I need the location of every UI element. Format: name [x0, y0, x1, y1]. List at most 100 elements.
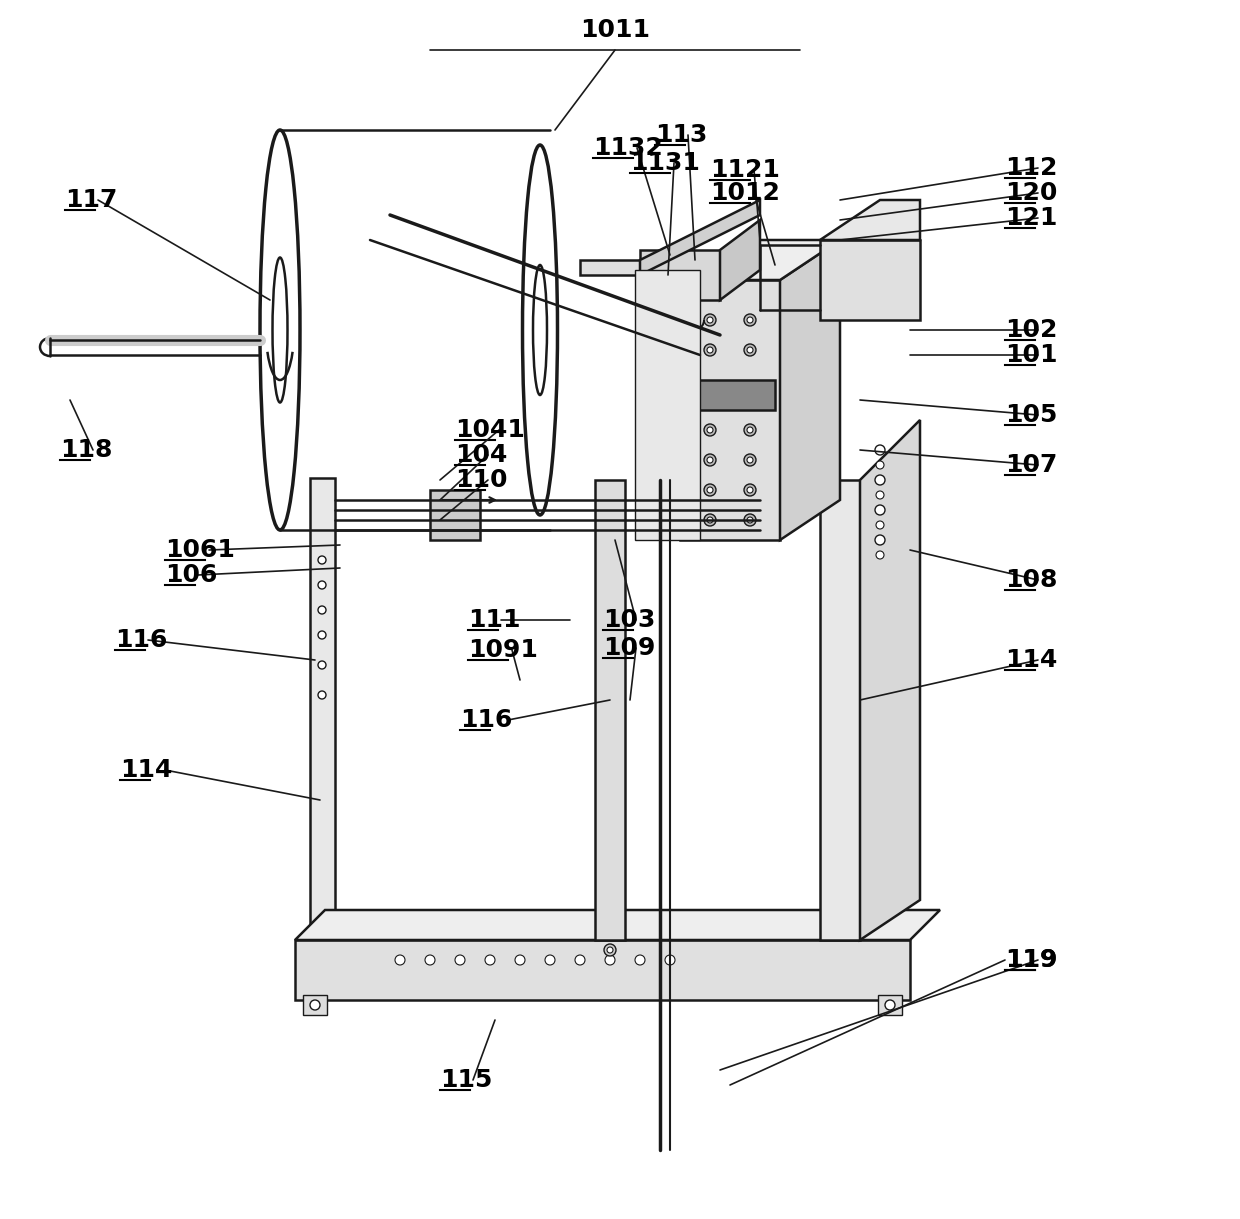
Ellipse shape [744, 484, 756, 496]
Polygon shape [820, 200, 920, 240]
Text: 1091: 1091 [467, 638, 538, 662]
Text: 102: 102 [1004, 318, 1058, 343]
Ellipse shape [746, 488, 753, 492]
Ellipse shape [635, 954, 645, 965]
Ellipse shape [317, 556, 326, 564]
Polygon shape [595, 480, 625, 940]
Text: 114: 114 [1004, 649, 1058, 672]
Text: 108: 108 [1004, 568, 1058, 592]
Ellipse shape [746, 427, 753, 433]
Polygon shape [310, 478, 335, 940]
Ellipse shape [455, 954, 465, 965]
Ellipse shape [875, 535, 885, 545]
Ellipse shape [317, 581, 326, 589]
Ellipse shape [744, 453, 756, 466]
Ellipse shape [533, 265, 547, 395]
Ellipse shape [575, 954, 585, 965]
Ellipse shape [605, 954, 615, 965]
Ellipse shape [707, 488, 713, 492]
Text: 1121: 1121 [711, 158, 780, 182]
Text: 1061: 1061 [165, 538, 234, 562]
Polygon shape [861, 421, 920, 940]
Text: 1011: 1011 [580, 18, 650, 41]
Text: 105: 105 [1004, 403, 1058, 427]
Polygon shape [635, 269, 701, 540]
Polygon shape [303, 995, 327, 1015]
Ellipse shape [746, 347, 753, 354]
Ellipse shape [707, 317, 713, 323]
Text: 1041: 1041 [455, 418, 525, 442]
Text: 101: 101 [1004, 343, 1058, 367]
Text: 109: 109 [603, 636, 656, 659]
Text: 112: 112 [1004, 156, 1058, 180]
Ellipse shape [744, 344, 756, 356]
Ellipse shape [273, 257, 288, 402]
Ellipse shape [704, 453, 715, 466]
Polygon shape [694, 380, 775, 410]
Ellipse shape [260, 130, 300, 530]
Text: 104: 104 [455, 442, 507, 467]
Text: 1132: 1132 [593, 137, 662, 160]
Ellipse shape [746, 317, 753, 323]
Text: 117: 117 [64, 188, 118, 212]
Ellipse shape [746, 517, 753, 523]
Ellipse shape [396, 954, 405, 965]
Polygon shape [820, 480, 861, 940]
Ellipse shape [875, 461, 884, 469]
Ellipse shape [875, 505, 885, 514]
Ellipse shape [707, 347, 713, 354]
Polygon shape [680, 280, 780, 540]
Polygon shape [295, 940, 910, 1000]
Ellipse shape [875, 491, 884, 499]
Ellipse shape [704, 344, 715, 356]
Text: 113: 113 [655, 123, 707, 147]
Ellipse shape [425, 954, 435, 965]
Text: 1131: 1131 [630, 151, 699, 176]
Text: 121: 121 [1004, 206, 1058, 230]
Text: 114: 114 [120, 758, 172, 783]
Polygon shape [430, 490, 480, 540]
Polygon shape [820, 240, 920, 321]
Polygon shape [780, 240, 839, 540]
Ellipse shape [744, 514, 756, 527]
Polygon shape [680, 240, 839, 280]
Text: 120: 120 [1004, 180, 1058, 205]
Ellipse shape [704, 424, 715, 436]
Ellipse shape [485, 954, 495, 965]
Text: 118: 118 [60, 438, 113, 462]
Ellipse shape [875, 445, 885, 455]
Ellipse shape [744, 315, 756, 325]
Ellipse shape [707, 517, 713, 523]
Polygon shape [640, 200, 760, 275]
Ellipse shape [744, 424, 756, 436]
Ellipse shape [704, 315, 715, 325]
Text: 107: 107 [1004, 453, 1058, 477]
Ellipse shape [317, 631, 326, 639]
Polygon shape [580, 260, 640, 275]
Text: 1012: 1012 [711, 180, 780, 205]
Ellipse shape [515, 954, 525, 965]
Ellipse shape [608, 947, 613, 953]
Ellipse shape [317, 661, 326, 669]
Ellipse shape [317, 691, 326, 698]
Text: 119: 119 [1004, 948, 1058, 972]
Ellipse shape [546, 954, 556, 965]
Text: 116: 116 [115, 628, 167, 652]
Ellipse shape [875, 521, 884, 529]
Text: 111: 111 [467, 608, 521, 631]
Ellipse shape [885, 1000, 895, 1011]
Text: 116: 116 [460, 708, 512, 731]
Ellipse shape [604, 944, 616, 956]
Polygon shape [878, 995, 901, 1015]
Ellipse shape [317, 606, 326, 614]
Polygon shape [640, 250, 720, 300]
Ellipse shape [707, 457, 713, 463]
Ellipse shape [522, 145, 558, 514]
Text: 115: 115 [440, 1068, 492, 1092]
Text: 106: 106 [165, 563, 217, 588]
Text: 103: 103 [603, 608, 656, 631]
Ellipse shape [704, 484, 715, 496]
Ellipse shape [707, 427, 713, 433]
Ellipse shape [875, 551, 884, 560]
Ellipse shape [746, 457, 753, 463]
